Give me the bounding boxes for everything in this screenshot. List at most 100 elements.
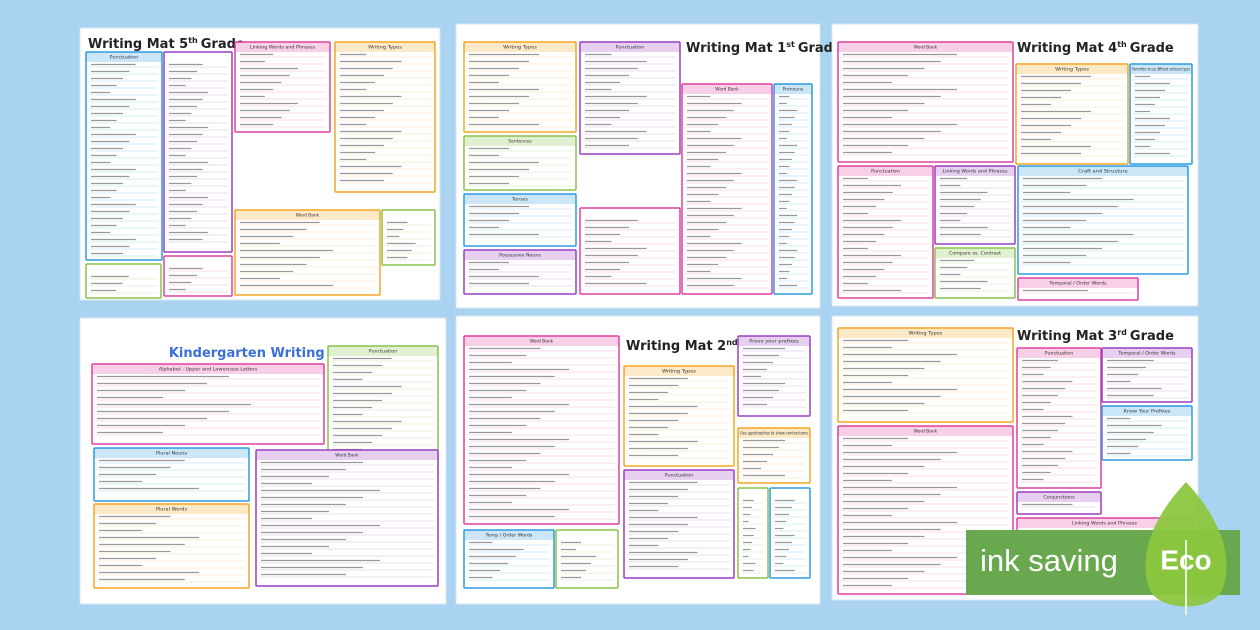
section-heading: Know Your Prefixes	[1124, 409, 1172, 415]
mat-title: Kindergarten Writing Mat	[169, 346, 357, 361]
section-heading: Writing Types	[909, 331, 944, 337]
section-box	[579, 41, 681, 155]
section-heading: Alphabet - Upper and Lowercase Letters	[159, 367, 259, 373]
section-header	[1017, 348, 1101, 358]
section-heading: Linking Words and Phrases	[943, 169, 1009, 175]
section-heading: Plural Words	[156, 507, 188, 513]
section-heading: Temporal / Order Words	[1117, 351, 1176, 357]
section-header	[1018, 166, 1188, 176]
section-header	[1017, 492, 1101, 502]
section-heading: Punctuation	[871, 169, 900, 175]
section-heading: Remember to use different sentence types	[1132, 67, 1190, 73]
section-header	[738, 336, 810, 346]
section-box	[93, 503, 250, 589]
title-part: Grade	[1130, 41, 1174, 56]
section-box	[773, 83, 813, 295]
section-header	[92, 364, 324, 374]
section-header	[838, 42, 1013, 52]
section-box	[381, 209, 436, 266]
section-heading: Sentences	[508, 139, 532, 145]
section-box	[837, 41, 1014, 163]
title-part: Grade	[1130, 329, 1174, 344]
section-heading: Compare vs. Contrast	[949, 251, 1001, 257]
section-heading: Word Bank	[914, 429, 938, 435]
mat-title: Writing Mat 3rd Grade	[1017, 328, 1174, 344]
section-header	[624, 470, 734, 480]
section-heading: Plural Nouns	[156, 451, 188, 457]
section-box	[85, 51, 163, 261]
section-header	[94, 448, 249, 458]
section-heading: Conjunctions	[1043, 495, 1075, 501]
section-box	[163, 255, 233, 297]
title-part: nd	[726, 338, 738, 347]
section-heading: Prove your prefixes	[749, 339, 799, 345]
title-part: Writing Mat 3	[1017, 329, 1117, 344]
section-header	[464, 336, 619, 346]
section-header	[838, 426, 1013, 436]
title-part: rd	[1117, 328, 1127, 337]
section-header	[86, 52, 162, 62]
section-box	[163, 51, 233, 253]
eco-label: Eco	[1160, 544, 1211, 575]
section-heading: Punctuation	[616, 45, 645, 51]
section-header	[328, 346, 438, 356]
section-header	[738, 428, 810, 438]
section-box	[1017, 277, 1139, 301]
section-box	[555, 529, 619, 589]
section-heading: Linking Words and Phrases	[250, 45, 316, 51]
section-header	[464, 250, 576, 260]
section-box	[463, 529, 555, 589]
section-box	[234, 41, 331, 133]
section-header	[235, 210, 380, 220]
section-header	[624, 366, 734, 376]
section-box	[85, 263, 162, 299]
mat-title: Writing Mat 1st Grade	[686, 40, 842, 56]
section-heading: Possessive Nouns	[499, 253, 541, 259]
section-heading: Writing Types	[662, 369, 697, 375]
section-heading: Temp / Order Words	[485, 533, 534, 539]
title-part: Writing Mat 2	[626, 339, 726, 354]
section-header	[235, 42, 330, 52]
section-header	[935, 248, 1015, 258]
title-part: st	[786, 40, 795, 49]
section-heading: Writing Types	[1055, 67, 1090, 73]
section-header	[335, 42, 435, 52]
section-box	[934, 165, 1016, 245]
section-box	[737, 427, 811, 484]
section-header	[682, 84, 772, 94]
section-header	[838, 328, 1013, 338]
section-header	[774, 84, 812, 94]
title-part: Writing Mat 5	[88, 37, 188, 52]
section-header	[1102, 406, 1192, 416]
section-box	[579, 207, 681, 295]
title-part: Kindergarten Writing Mat	[169, 346, 357, 361]
mat-title: Writing Mat 5th Grade	[88, 36, 245, 52]
section-header	[94, 504, 249, 514]
section-box	[463, 41, 577, 133]
section-header	[1130, 64, 1192, 74]
section-header	[464, 136, 576, 146]
section-header	[1018, 278, 1138, 288]
section-box	[334, 41, 436, 193]
section-header	[464, 42, 576, 52]
section-heading: Word Bank	[715, 87, 739, 93]
title-part: Grade	[798, 41, 842, 56]
section-header	[464, 194, 576, 204]
section-heading: Punctuation	[665, 473, 694, 479]
section-box	[837, 327, 1014, 423]
section-heading: Word Bank	[296, 213, 320, 219]
section-heading: Writing Types	[503, 45, 538, 51]
section-heading: Pronouns	[783, 87, 804, 93]
section-heading: Tenses	[511, 197, 528, 203]
eco-text: ink saving	[980, 543, 1118, 578]
title-part: th	[1117, 40, 1127, 49]
section-header	[1016, 64, 1128, 74]
section-header	[1017, 518, 1192, 528]
section-heading: Use apostrophes to show contractions	[740, 431, 809, 437]
mat-title: Writing Mat 4th Grade	[1017, 40, 1174, 56]
section-header	[256, 450, 438, 460]
section-heading: Punctuation	[1045, 351, 1074, 357]
section-heading: Word Bank	[335, 453, 359, 459]
title-part: Writing Mat 4	[1017, 41, 1117, 56]
section-box	[1016, 491, 1102, 515]
